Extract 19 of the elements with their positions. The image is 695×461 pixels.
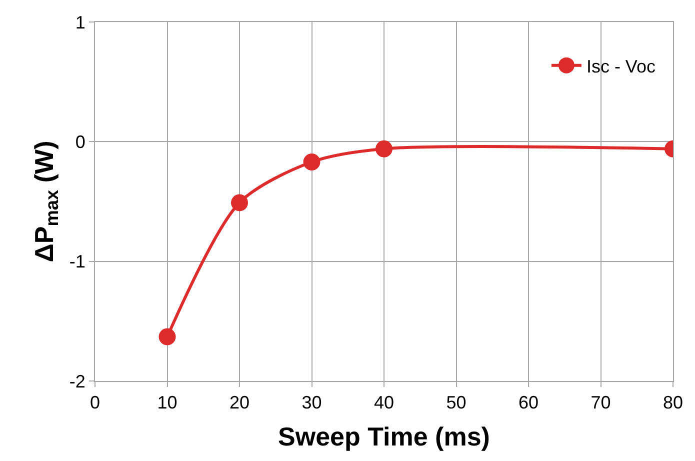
- x-tick-label: 20: [229, 392, 250, 413]
- x-tick-label: 0: [90, 392, 100, 413]
- x-tick-label: 60: [518, 392, 539, 413]
- y-tick-label: 1: [75, 12, 86, 32]
- x-tick-label: 30: [302, 392, 322, 413]
- x-tick-label: 10: [157, 392, 178, 413]
- point: [231, 194, 248, 212]
- point: [303, 154, 320, 170]
- x-tick-label: 40: [374, 392, 394, 413]
- x-axis-title: Sweep Time (ms): [278, 421, 490, 452]
- x-tick-label: 80: [662, 392, 684, 413]
- y-tick-label: 0: [75, 132, 86, 152]
- point: [158, 328, 176, 346]
- y-tick-label: -1: [69, 252, 86, 272]
- y-tick-label: -2: [69, 371, 86, 392]
- legend-label: Isc - Voc: [586, 56, 656, 76]
- point: [376, 140, 392, 158]
- x-tick-label: 70: [590, 392, 611, 413]
- x-tick-label: 50: [446, 392, 466, 413]
